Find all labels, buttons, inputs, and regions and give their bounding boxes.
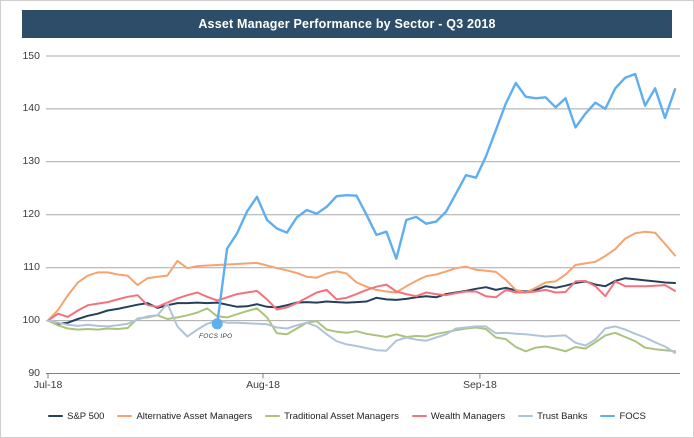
legend-label-s-p-500: S&P 500 — [67, 410, 105, 422]
legend-label-focs: FOCS — [619, 410, 646, 422]
legend-item-s-p-500: S&P 500 — [48, 411, 104, 422]
y-axis-label-120: 120 — [22, 208, 40, 221]
y-axis-label-150: 150 — [22, 49, 40, 62]
legend-label-traditional-asset-managers: Traditional Asset Managers — [284, 410, 399, 422]
series-line-wealth-managers — [47, 279, 676, 322]
y-axis-label-100: 100 — [22, 314, 40, 327]
focs-ipo-marker-dot — [211, 318, 223, 330]
chart-legend: S&P 500 Alternative Asset Managers Traditi… — [0, 405, 694, 427]
chart-title: Asset Manager Performance by Sector - Q3… — [22, 10, 672, 38]
legend-item-wealth-managers: Wealth Managers — [411, 410, 506, 422]
x-axis-label-aug-18: Aug-18 — [246, 379, 280, 391]
series-line-alternative-asset-managers — [47, 230, 676, 322]
legend-swatch-alternative-asset-managers — [117, 414, 133, 418]
x-axis-label-jul-18: Jul-18 — [33, 379, 63, 391]
legend-item-trust-banks: Trust Banks — [518, 411, 587, 422]
legend-label-trust-banks: Trust Banks — [537, 410, 588, 422]
y-axis-label-90: 90 — [28, 367, 40, 379]
series-line-trust-banks — [47, 302, 676, 354]
legend-swatch-s-p-500 — [48, 414, 64, 418]
legend-swatch-traditional-asset-managers — [265, 414, 281, 418]
y-axis-label-140: 140 — [22, 102, 40, 115]
legend-item-focs: FOCS — [600, 410, 646, 422]
y-axis-label-130: 130 — [22, 155, 40, 168]
legend-swatch-focs — [600, 414, 616, 418]
legend-label-wealth-managers: Wealth Managers — [430, 410, 506, 422]
legend-item-traditional-asset-managers: Traditional Asset Managers — [265, 411, 399, 422]
legend-label-alternative-asset-managers: Alternative Asset Managers — [136, 410, 253, 422]
legend-swatch-trust-banks — [518, 414, 534, 418]
series-line-focs — [216, 72, 677, 325]
legend-item-alternative-asset-managers: Alternative Asset Managers — [117, 411, 252, 422]
focs-ipo-annotation: FOCS IPO — [199, 333, 233, 340]
x-axis-label-sep-18: Sep-18 — [462, 379, 497, 391]
y-axis-label-110: 110 — [23, 261, 40, 274]
legend-swatch-wealth-managers — [411, 414, 427, 418]
